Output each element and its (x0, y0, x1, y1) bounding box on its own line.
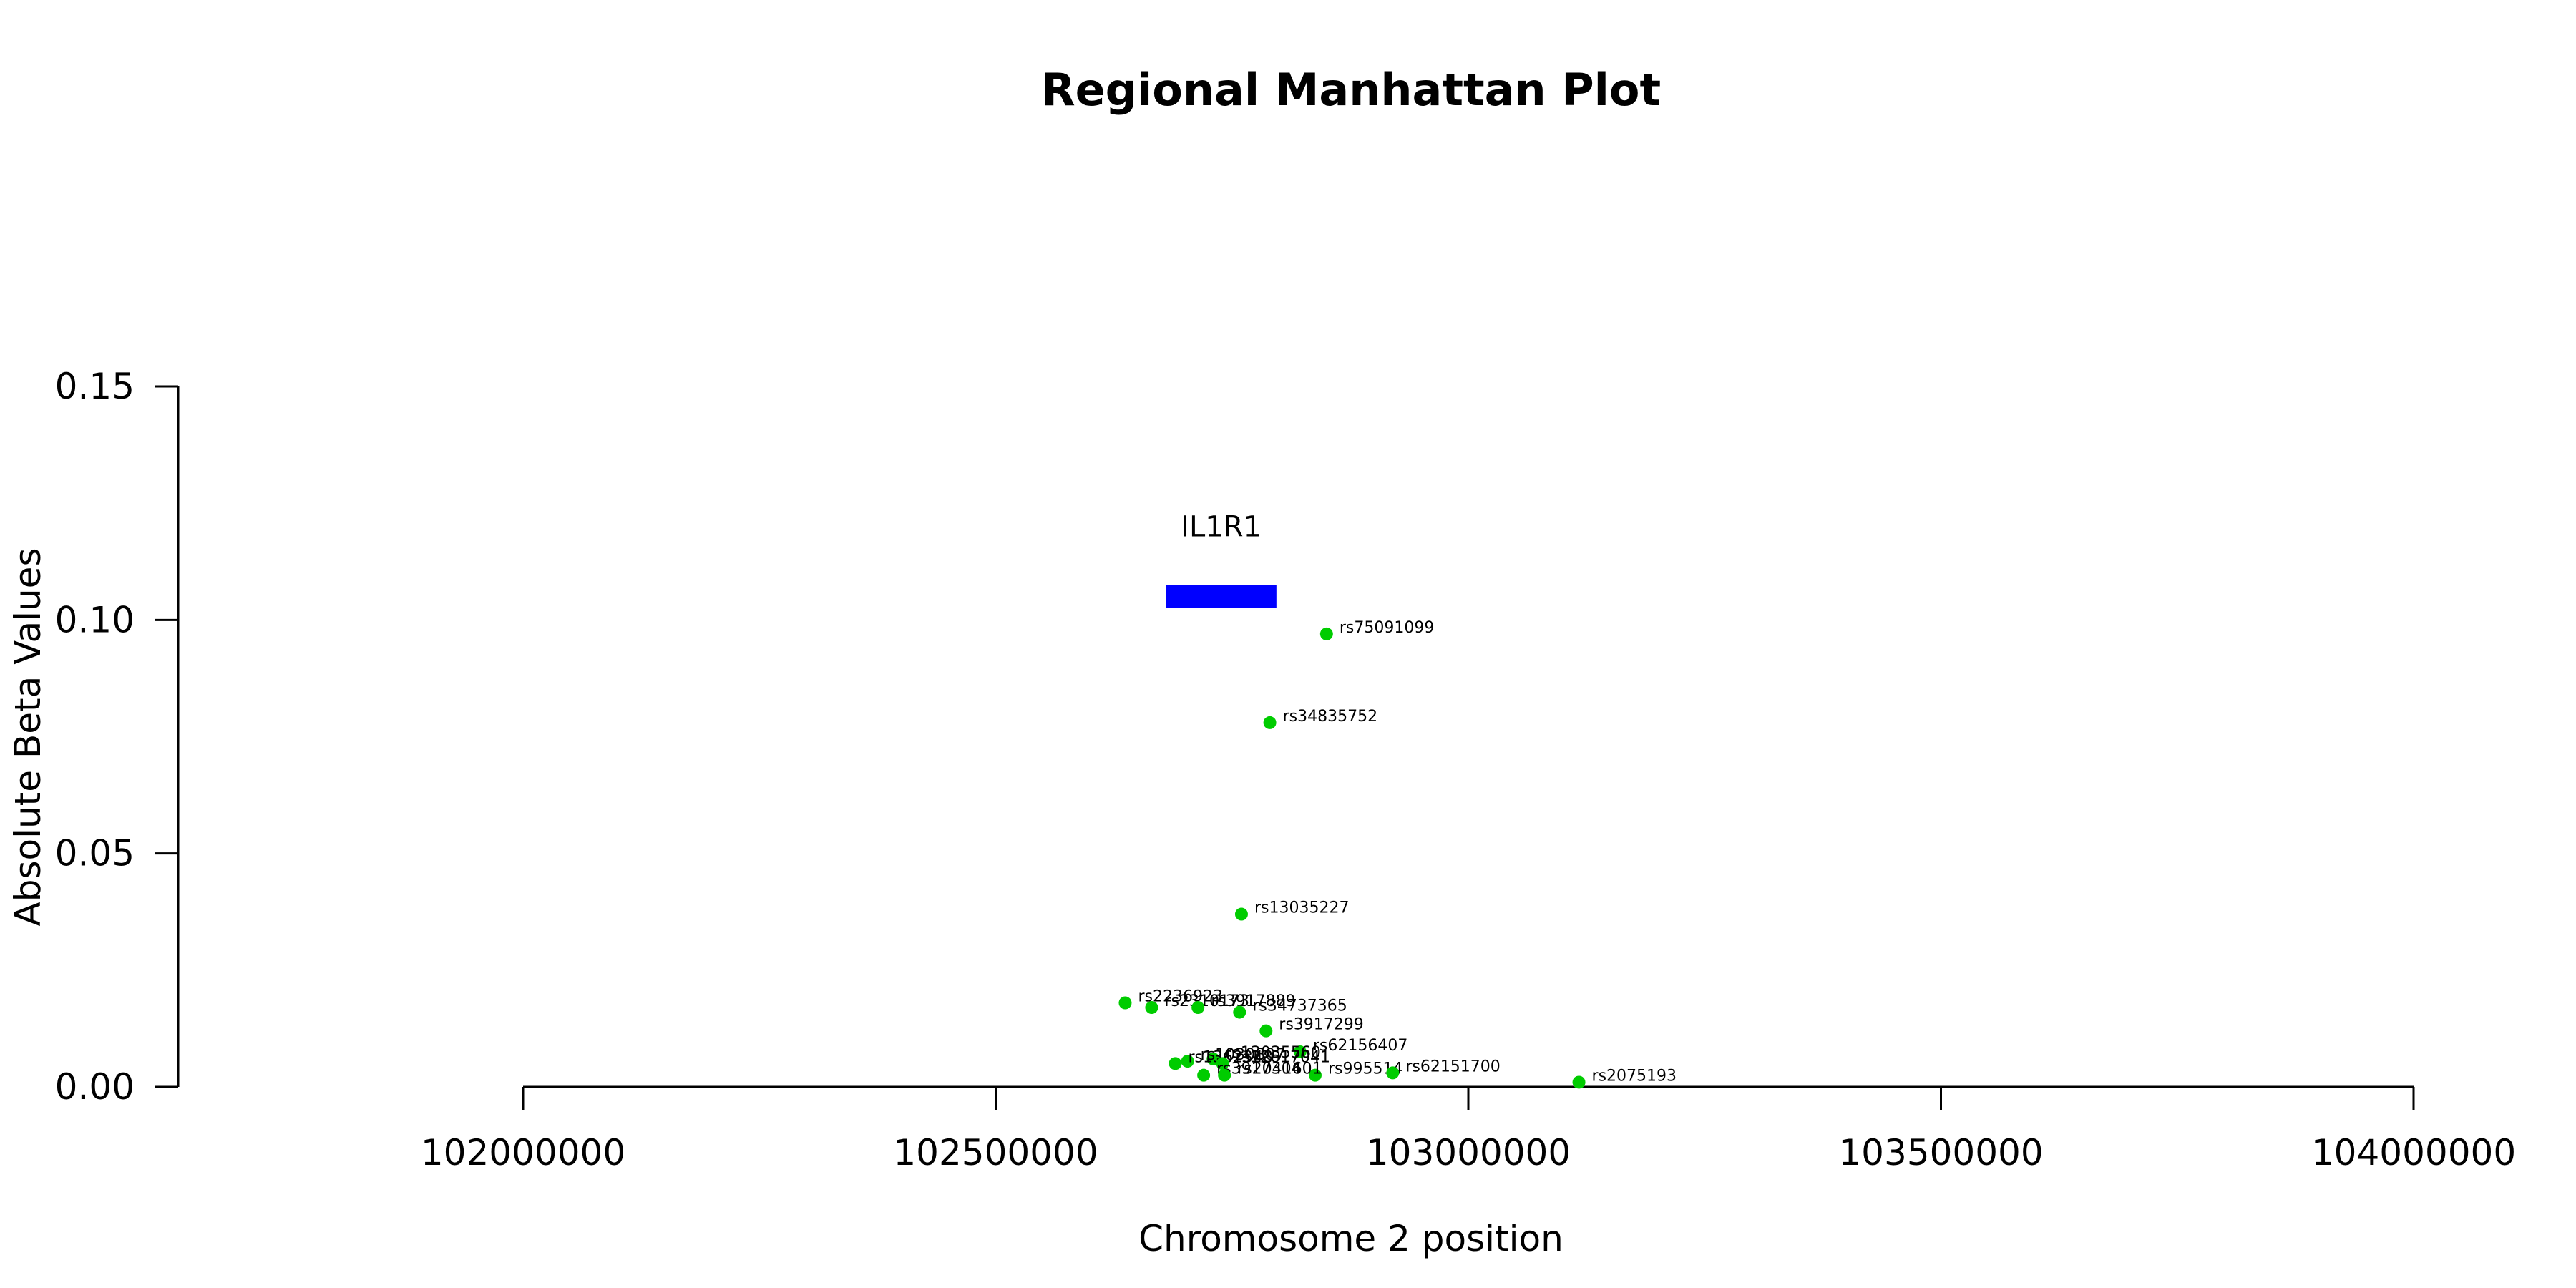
snp-point (1293, 1045, 1307, 1059)
snp-point (1234, 907, 1248, 921)
snp-point (1386, 1066, 1400, 1080)
snp-point (1191, 1001, 1205, 1015)
gene-il1r1-bar (1166, 585, 1277, 608)
snp-label: rs34835752 (1283, 708, 1377, 726)
x-tick-label: 104000000 (2311, 1132, 2516, 1174)
snp-label: rs3917889 (1211, 992, 1296, 1010)
x-tick-label: 102000000 (421, 1132, 625, 1174)
snp-point (1145, 1001, 1158, 1015)
snp-label: rs13035227 (1254, 899, 1349, 917)
snp-point (1233, 1005, 1246, 1019)
x-tick-label: 103000000 (1366, 1132, 1571, 1174)
snp-label: rs1030807 (1201, 1046, 1286, 1064)
snp-point (1319, 627, 1333, 640)
snp-points: rs75091099rs34835752rs13035227rs2236923r… (1118, 619, 1677, 1089)
snp-label: rs34737365 (1252, 997, 1347, 1015)
snp-label: rs13035560 (1226, 1044, 1320, 1062)
snp-label: rs62156407 (1313, 1037, 1407, 1055)
y-axis-title: Absolute Beta Values (7, 548, 49, 927)
snp-label: rs2041601 (1237, 1060, 1322, 1078)
y-axis: 0.00 0.05 0.10 0.15 (55, 366, 180, 1108)
snp-point (1572, 1075, 1586, 1089)
snp-point (1308, 1068, 1322, 1082)
y-tick-label: 0.00 (55, 1066, 135, 1108)
snp-label: rs2075193 (1592, 1067, 1677, 1085)
x-tick-label: 103500000 (1838, 1132, 2043, 1174)
snp-point (1197, 1068, 1211, 1082)
snp-label: rs75091099 (1340, 619, 1434, 637)
snp-point (1259, 1024, 1273, 1038)
snp-point (1181, 1055, 1194, 1068)
snp-label: rs1362348 (1188, 1048, 1273, 1066)
snp-label: rs12617041 (1236, 1048, 1330, 1066)
snp-point (1216, 1057, 1229, 1070)
gene-label: IL1R1 (1181, 511, 1262, 544)
gene-track: IL1R1 (1166, 511, 1277, 608)
snp-point (1218, 1068, 1231, 1082)
snp-point (1118, 996, 1132, 1010)
x-axis: 102000000 102500000 103000000 103500000 1040… (421, 1085, 2516, 1174)
snp-point (1169, 1057, 1182, 1070)
y-tick-label: 0.05 (55, 833, 135, 874)
y-tick-label: 0.10 (55, 599, 135, 640)
y-tick-label: 0.15 (55, 366, 135, 407)
snp-label: rs2310173 (1164, 992, 1249, 1010)
chart-title: Regional Manhattan Plot (1041, 64, 1661, 116)
x-tick-label: 102500000 (893, 1132, 1098, 1174)
x-axis-title: Chromosome 2 position (1138, 1218, 1563, 1259)
snp-point (1263, 716, 1277, 729)
snp-label: rs62151700 (1405, 1058, 1500, 1075)
snp-label: rs3917299 (1279, 1016, 1364, 1034)
